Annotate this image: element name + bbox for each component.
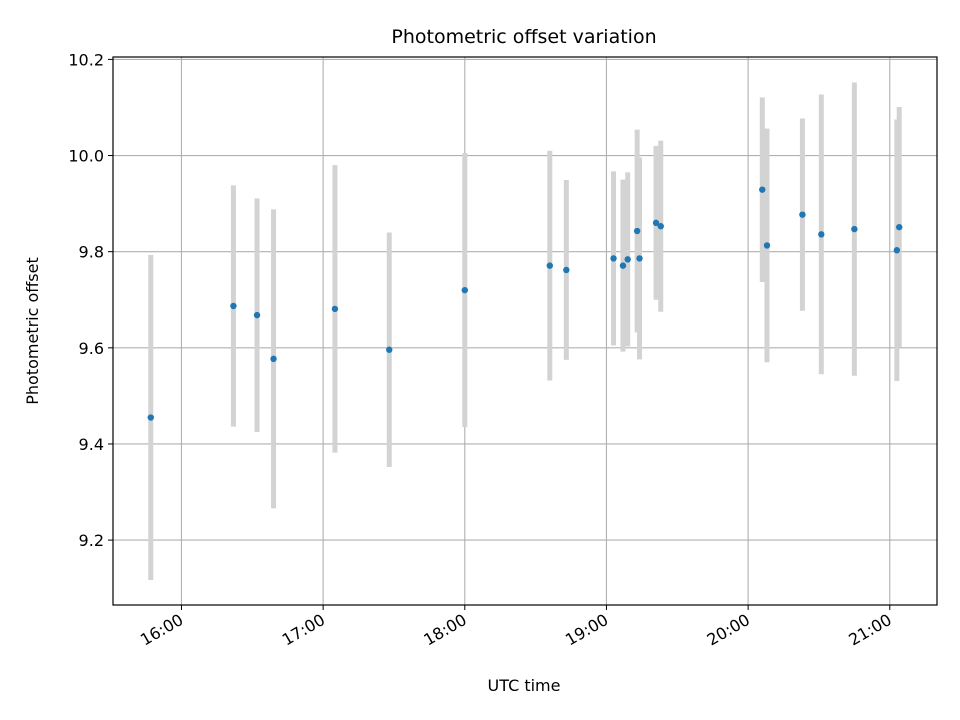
chart-title: Photometric offset variation [391, 26, 656, 48]
data-point [461, 286, 468, 294]
data-point [147, 414, 154, 421]
data-point [893, 247, 901, 254]
x-tick-label: 21:00 [845, 610, 894, 650]
data-point [563, 266, 570, 274]
data-point [896, 223, 903, 231]
y-tick-label: 9.2 [79, 531, 104, 550]
y-tick-label: 10.2 [68, 50, 104, 69]
y-tick-label: 10.0 [68, 147, 104, 166]
data-point [619, 262, 627, 269]
data-point [270, 355, 277, 363]
data-point [610, 255, 617, 262]
plot-frame [112, 56, 938, 606]
data-point [546, 262, 553, 269]
data-point [386, 346, 393, 353]
x-axis-title: UTC time [488, 676, 561, 695]
data-point [253, 311, 261, 319]
data-point [230, 302, 237, 310]
y-tick-label: 9.4 [79, 435, 104, 454]
x-tick-label: 19:00 [562, 610, 611, 650]
data-point [633, 227, 641, 235]
data-point [652, 219, 660, 227]
point-layer [147, 186, 903, 421]
data-point [818, 231, 825, 238]
grid-layer [113, 57, 937, 605]
data-point [759, 186, 766, 193]
x-tick-label: 20:00 [704, 610, 753, 650]
y-tick-label: 9.8 [79, 243, 104, 262]
data-point [331, 305, 339, 313]
data-point [657, 223, 664, 230]
tick-layer: 16:00 17:00 18:00 19:00 20:00 21:00 9.2 9.4 9.6 9… [68, 50, 894, 649]
data-point [763, 242, 771, 249]
x-tick-label: 18:00 [420, 610, 469, 650]
x-tick-label: 17:00 [279, 610, 328, 650]
data-point [851, 225, 858, 233]
data-point [636, 255, 643, 262]
y-axis-title: Photometric offset [23, 257, 42, 405]
data-point [799, 211, 806, 218]
errorbar-layer [148, 82, 902, 581]
y-tick-label: 9.6 [79, 339, 104, 358]
data-point [624, 256, 631, 263]
x-tick-label: 16:00 [137, 610, 186, 650]
